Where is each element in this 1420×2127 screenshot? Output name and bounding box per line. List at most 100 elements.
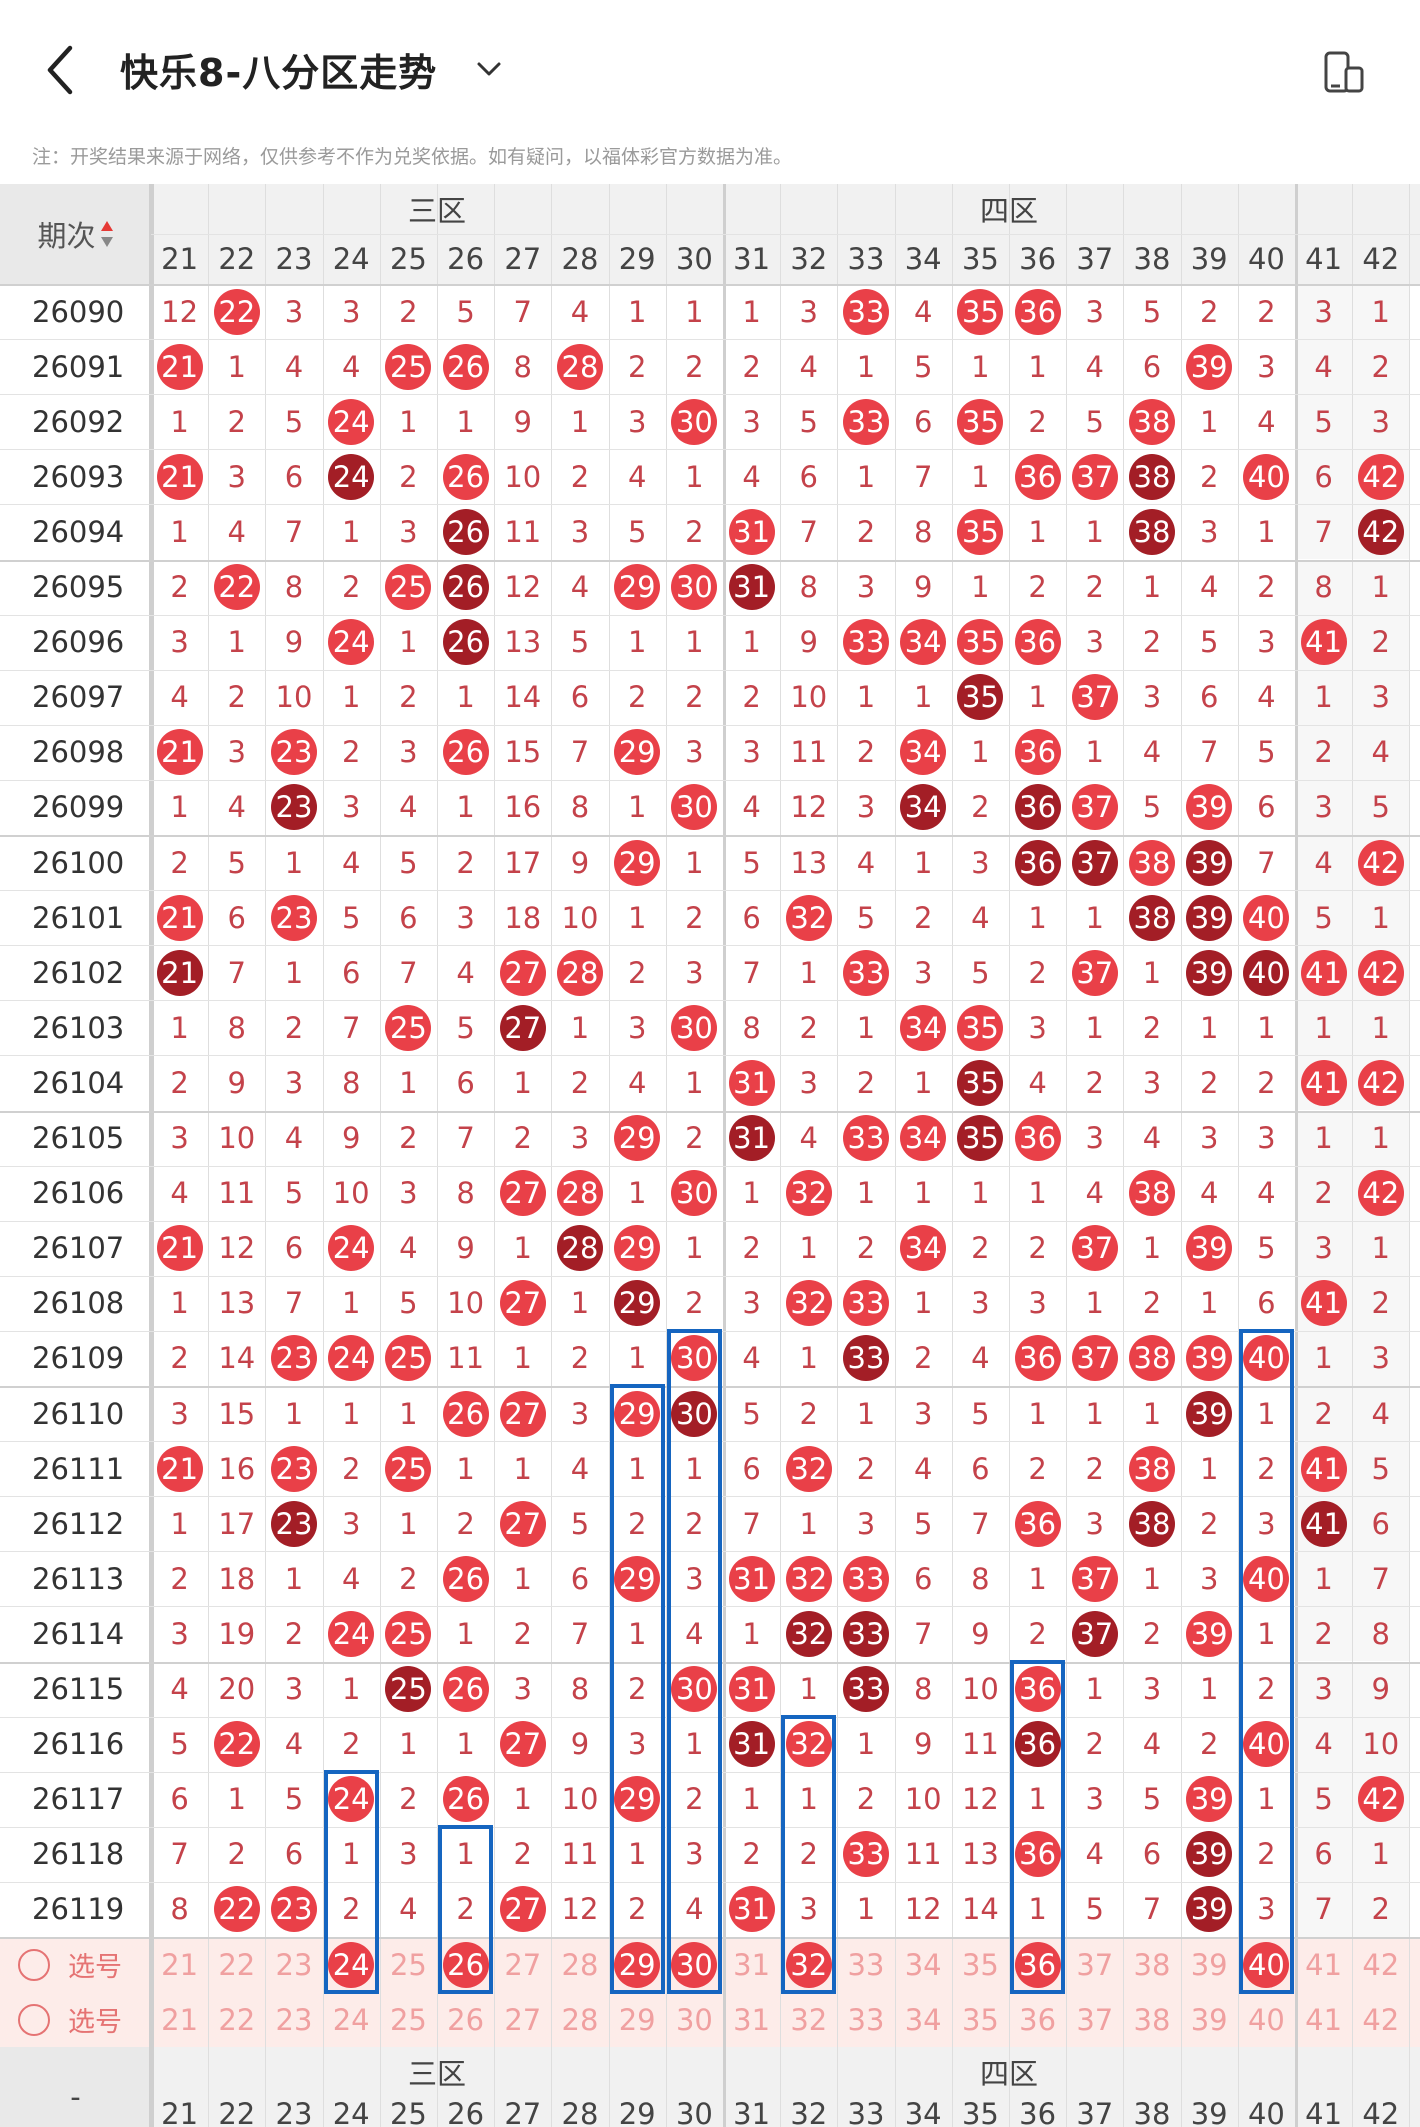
device-toggle-icon[interactable] (1320, 50, 1366, 96)
column-number-header: 37 (1076, 242, 1114, 276)
miss-count: 1 (913, 1176, 933, 1211)
column-divider (894, 184, 896, 2127)
miss-count: 9 (570, 1727, 590, 1762)
miss-count: 1 (627, 1837, 647, 1872)
row-divider (0, 1551, 1420, 1553)
select-number[interactable]: 35 (961, 1947, 999, 1982)
select-number[interactable]: 41 (1305, 1947, 1343, 1982)
select-number[interactable]: 39 (1190, 2002, 1228, 2037)
select-number[interactable]: 22 (218, 1947, 256, 1982)
footer-column-number: 31 (733, 2097, 771, 2127)
selected-ball[interactable]: 24 (328, 1941, 375, 1988)
select-number[interactable]: 26 (447, 2002, 485, 2037)
miss-count: 9 (570, 845, 590, 880)
miss-count: 2 (456, 1506, 475, 1541)
chevron-down-icon[interactable] (474, 54, 504, 84)
ball: 25 (385, 1445, 432, 1492)
select-number[interactable]: 32 (790, 2002, 828, 2037)
selected-ball[interactable]: 32 (785, 1941, 832, 1988)
miss-count: 12 (218, 1231, 256, 1266)
column-number-header: 26 (447, 242, 485, 276)
select-number[interactable]: 36 (1019, 2002, 1057, 2037)
select-number[interactable]: 26 (437, 1937, 494, 1992)
miss-count: 1 (856, 1892, 876, 1927)
select-row-label[interactable]: 选号 (18, 1937, 151, 1992)
draw-ball: 35 (952, 670, 1009, 725)
select-number[interactable]: 33 (847, 1947, 885, 1982)
select-number[interactable]: 39 (1190, 1947, 1228, 1982)
miss-count: 2 (1295, 1165, 1353, 1221)
select-number[interactable]: 34 (904, 1947, 942, 1982)
select-number[interactable]: 27 (504, 1947, 542, 1982)
select-number[interactable]: 41 (1305, 2002, 1343, 2037)
ball: 33 (842, 1280, 889, 1327)
selected-ball[interactable]: 30 (671, 1941, 718, 1988)
miss-count: 10 (790, 680, 828, 715)
select-number[interactable]: 31 (733, 1947, 771, 1982)
radio-circle-icon[interactable] (18, 1948, 50, 1981)
selected-ball[interactable]: 29 (614, 1941, 661, 1988)
miss-count: 1 (1028, 1176, 1047, 1211)
select-number[interactable]: 35 (961, 2002, 999, 2037)
miss-count: 1 (971, 1176, 990, 1211)
miss-count: 1 (1257, 1616, 1276, 1651)
page-title[interactable]: 快乐8-八分区走势 (120, 51, 438, 95)
miss-count: 2 (856, 1065, 876, 1100)
ball: 35 (957, 1115, 1004, 1162)
select-number[interactable]: 32 (780, 1937, 837, 1992)
selected-ball[interactable]: 26 (442, 1941, 489, 1988)
period-cell: 26108 (32, 1286, 125, 1321)
select-number[interactable]: 34 (904, 2002, 942, 2037)
ball: 37 (1071, 1335, 1118, 1382)
select-number[interactable]: 22 (218, 2002, 256, 2037)
select-number[interactable]: 42 (1362, 2002, 1400, 2037)
select-number[interactable]: 24 (332, 2002, 370, 2037)
select-number[interactable]: 40 (1238, 1937, 1295, 1992)
draw-ball: 38 (1123, 1496, 1180, 1551)
ball: 25 (385, 1335, 432, 1382)
draw-ball: 30 (666, 560, 723, 615)
draw-ball: 39 (1181, 780, 1238, 835)
select-number[interactable]: 24 (323, 1937, 380, 1992)
miss-count: 6 (341, 955, 361, 990)
miss-count: 1 (1085, 1672, 1104, 1707)
select-number[interactable]: 28 (561, 2002, 599, 2037)
select-number[interactable]: 38 (1133, 1947, 1171, 1982)
select-number[interactable]: 25 (389, 1947, 427, 1982)
select-number[interactable]: 42 (1362, 1947, 1400, 1982)
chevron-left-icon[interactable] (40, 40, 80, 100)
miss-count: 3 (399, 1176, 418, 1211)
select-row-label[interactable]: 选号 (18, 1992, 151, 2047)
period-header[interactable]: 期次 (0, 184, 151, 284)
select-number[interactable]: 29 (618, 2002, 656, 2037)
selected-ball[interactable]: 36 (1014, 1941, 1061, 1988)
select-number[interactable]: 40 (1247, 2002, 1285, 2037)
select-number[interactable]: 37 (1076, 1947, 1114, 1982)
miss-count: 1 (1352, 284, 1410, 340)
select-number[interactable]: 23 (275, 1947, 313, 1982)
select-number[interactable]: 30 (666, 1937, 723, 1992)
selected-ball[interactable]: 40 (1243, 1941, 1290, 1988)
select-number[interactable]: 27 (504, 2002, 542, 2037)
column-number-header: 40 (1247, 242, 1285, 276)
select-number[interactable]: 37 (1076, 2002, 1114, 2037)
select-number[interactable]: 31 (733, 2002, 771, 2037)
select-number[interactable]: 38 (1133, 2002, 1171, 2037)
select-number[interactable]: 21 (161, 1947, 199, 1982)
select-number[interactable]: 36 (1009, 1937, 1066, 1992)
miss-count: 2 (1257, 294, 1276, 329)
select-number[interactable]: 23 (275, 2002, 313, 2037)
draw-ball: 25 (380, 339, 437, 394)
sort-updown-icon[interactable] (100, 219, 114, 249)
select-number[interactable]: 21 (161, 2002, 199, 2037)
select-number[interactable]: 25 (389, 2002, 427, 2037)
radio-circle-icon[interactable] (18, 2003, 50, 2036)
miss-count: 4 (1352, 724, 1410, 780)
select-number[interactable]: 29 (609, 1937, 666, 1992)
select-number[interactable]: 30 (675, 2002, 713, 2037)
select-number[interactable]: 33 (847, 2002, 885, 2037)
ball: 37 (1071, 1225, 1118, 1272)
miss-count: 4 (1295, 339, 1353, 395)
select-number[interactable]: 28 (561, 1947, 599, 1982)
miss-count: 3 (1199, 1121, 1219, 1156)
